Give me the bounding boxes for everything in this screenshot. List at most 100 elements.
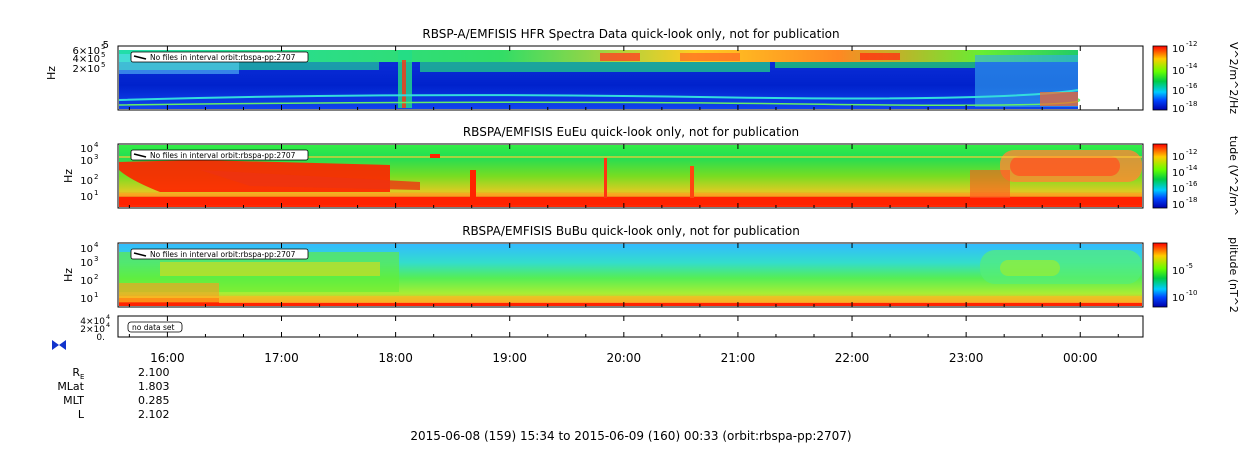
x-axis-ticks: [128, 46, 1119, 337]
svg-text:2: 2: [94, 273, 98, 281]
panel-1-cb-tick-3: 10 -18: [1172, 100, 1197, 115]
panel-1-cb-label: V^2/m^2/Hz: [1227, 42, 1240, 114]
svg-text:5: 5: [101, 51, 105, 59]
panel-2-notice: No files in interval orbit:rbspa-pp:2707: [130, 149, 309, 161]
svg-text:10: 10: [1172, 66, 1185, 77]
svg-text:5: 5: [101, 43, 105, 51]
panel-3-colorbar: [1152, 242, 1168, 308]
panel-2-colorbar: [1152, 143, 1168, 209]
panel-2-ytick-0: 10 4: [80, 141, 99, 155]
svg-text:3: 3: [94, 255, 98, 263]
svg-text:0.: 0.: [96, 333, 105, 343]
x-tick-label: 19:00: [492, 351, 527, 365]
x-tick-label: 21:00: [721, 351, 756, 365]
panel-1-cb-tick-0: 10 -12: [1172, 40, 1197, 55]
svg-text:-14: -14: [1186, 62, 1198, 70]
panel-4-notice-text: no data set: [132, 323, 175, 332]
svg-text:10: 10: [80, 294, 93, 305]
svg-text:10: 10: [1172, 200, 1185, 211]
panel-1-cb-tick-1: 10 -14: [1172, 62, 1198, 77]
svg-text:MLat: MLat: [57, 380, 84, 393]
panel-1-ytick-0: 6×10 5: [73, 43, 106, 57]
svg-text:4×10: 4×10: [80, 317, 105, 327]
svg-text:10: 10: [80, 244, 93, 255]
svg-text:10: 10: [1172, 266, 1185, 277]
svg-text:10: 10: [1172, 184, 1185, 195]
svg-text:4: 4: [94, 141, 99, 149]
panel-2-cb-tick-3: 10 -18: [1172, 196, 1197, 211]
svg-text:10: 10: [1172, 168, 1185, 179]
panel-1-notice-text: No files in interval orbit:rbspa-pp:2707: [150, 53, 296, 62]
svg-text:2.100: 2.100: [138, 366, 170, 379]
panel-1-ytick-1: 4×10 5: [73, 51, 106, 65]
panel-3-cb-label: plitude (nT^2: [1227, 237, 1240, 313]
svg-text:6×10: 6×10: [73, 46, 100, 57]
svg-text:10: 10: [1172, 293, 1185, 304]
panel-3-spectrogram: [117, 242, 1144, 308]
time-range-footer: 2015-06-08 (159) 15:34 to 2015-06-09 (16…: [410, 429, 851, 443]
panel-1-ytick-2: 2×10 5: [73, 61, 106, 75]
panel-3-notice: No files in interval orbit:rbspa-pp:2707: [130, 248, 309, 260]
bowtie-icon[interactable]: [52, 340, 66, 350]
ephemeris-row-l: L 2.102: [78, 408, 170, 421]
panel-3-title: RBSPA/EMFISIS BuBu quick-look only, not …: [462, 224, 800, 238]
panel-2-cb-tick-1: 10 -14: [1172, 164, 1198, 179]
panel-2-cb-label: tude (V^2/m^: [1227, 136, 1240, 216]
panel-2-notice-text: No files in interval orbit:rbspa-pp:2707: [150, 151, 296, 160]
panel-4-notice: no data set: [127, 321, 183, 333]
svg-text:10: 10: [80, 176, 93, 187]
svg-text:MLT: MLT: [63, 394, 84, 407]
svg-text:1: 1: [94, 189, 98, 197]
x-tick-label: 18:00: [378, 351, 413, 365]
svg-text:2×10: 2×10: [80, 325, 105, 335]
svg-text:3: 3: [94, 153, 98, 161]
svg-text:5: 5: [101, 61, 105, 69]
panel-3-cb-tick-1: 10 -10: [1172, 289, 1197, 304]
svg-text:10: 10: [80, 258, 93, 269]
x-tick-label: 17:00: [264, 351, 299, 365]
svg-text:10: 10: [80, 156, 93, 167]
svg-text:2.102: 2.102: [138, 408, 170, 421]
panel-3-notice-text: No files in interval orbit:rbspa-pp:2707: [150, 250, 296, 259]
panel-3-cb-tick-0: 10 -5: [1172, 262, 1193, 277]
svg-text:4: 4: [106, 321, 110, 329]
svg-text:-5: -5: [1186, 262, 1193, 270]
panel-4-ytick-2: 0.: [96, 333, 105, 343]
svg-text:2×10: 2×10: [73, 64, 100, 75]
svg-text:1: 1: [94, 291, 98, 299]
svg-text:10: 10: [1172, 44, 1185, 55]
x-tick-label: 22:00: [835, 351, 870, 365]
svg-text:R: R: [72, 366, 80, 379]
svg-text:-16: -16: [1186, 180, 1198, 188]
panel-1-ylabel: Hz: [45, 66, 58, 80]
panel-2-title: RBSPA/EMFISIS EuEu quick-look only, not …: [463, 125, 799, 139]
svg-text:10: 10: [80, 144, 93, 155]
svg-text:E: E: [80, 373, 84, 381]
svg-text:4: 4: [94, 241, 99, 249]
svg-text:4: 4: [106, 313, 110, 321]
panel-2-ytick-3: 10 1: [80, 189, 98, 203]
x-tick-label: 00:00: [1063, 351, 1098, 365]
ephemeris-row-mlt: MLT 0.285: [63, 394, 169, 407]
panel-2-cb-tick-2: 10 -16: [1172, 180, 1198, 195]
svg-text:4×10: 4×10: [73, 54, 100, 65]
x-tick-label: 16:00: [150, 351, 185, 365]
panel-1-y-top: 5: [103, 40, 109, 51]
x-tick-label: 20:00: [607, 351, 642, 365]
panel-1-notice: No files in interval orbit:rbspa-pp:2707: [130, 51, 309, 63]
svg-text:10: 10: [80, 276, 93, 287]
panel-3-ytick-2: 10 2: [80, 273, 98, 287]
svg-text:-18: -18: [1186, 100, 1197, 108]
panel-3-ytick-3: 10 1: [80, 291, 98, 305]
ephemeris-row-r: R E 2.100: [72, 366, 169, 381]
panel-1-colorbar: [1152, 45, 1168, 111]
svg-text:1.803: 1.803: [138, 380, 170, 393]
panel-1-cb-tick-2: 10 -16: [1172, 82, 1198, 97]
svg-text:10: 10: [1172, 152, 1185, 163]
svg-text:2: 2: [94, 173, 98, 181]
panel-3-ytick-0: 10 4: [80, 241, 99, 255]
svg-text:-14: -14: [1186, 164, 1198, 172]
panel-4-frame: [117, 315, 1144, 338]
ephemeris-row-mlat: MLat 1.803: [57, 380, 169, 393]
